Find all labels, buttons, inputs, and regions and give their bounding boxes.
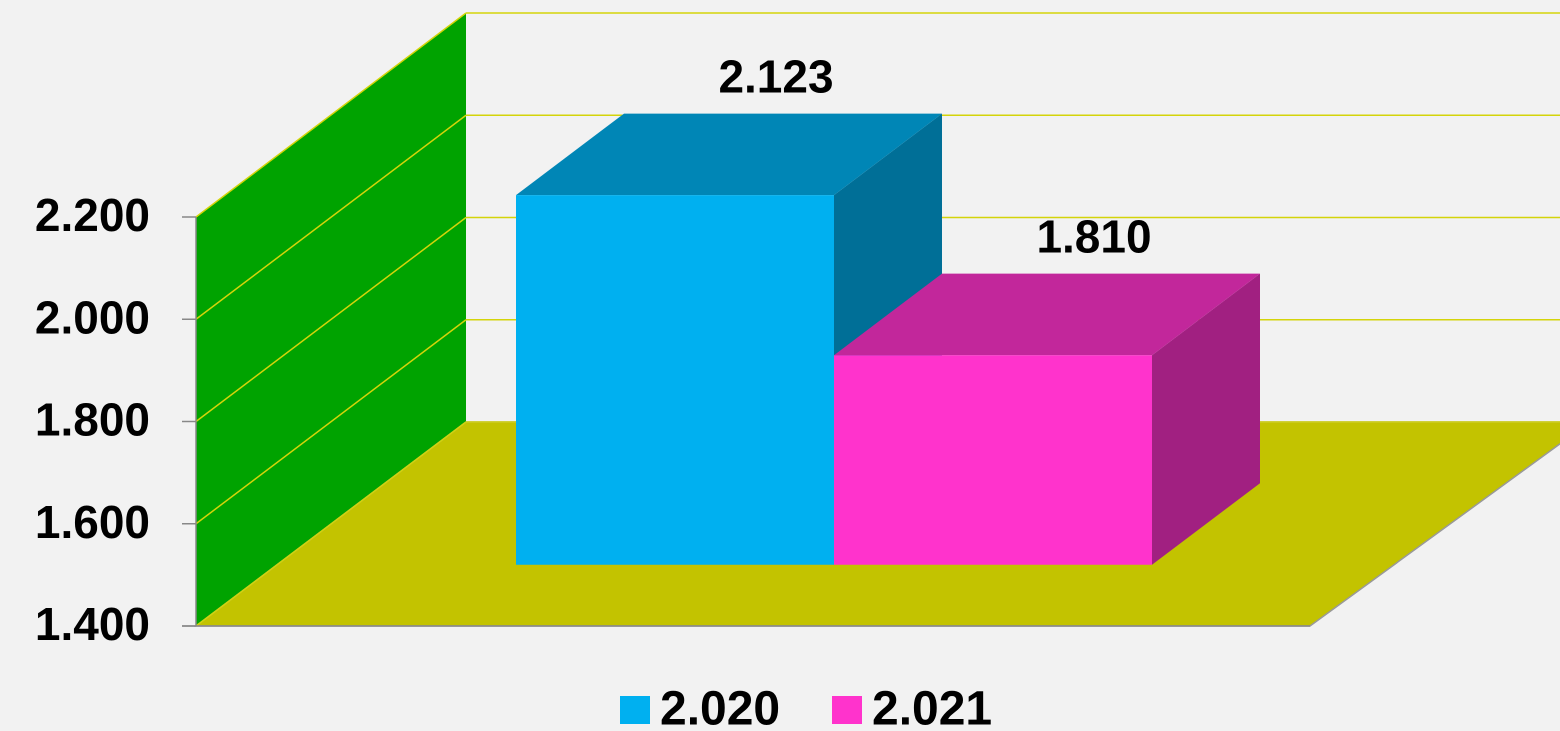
legend-label: 2.020 <box>660 683 780 731</box>
y-tick-label: 2.200 <box>35 189 150 241</box>
grid-line <box>195 319 467 525</box>
bar-top <box>516 113 942 196</box>
data-label: 2.123 <box>718 51 833 103</box>
y-tick-label: 1.800 <box>35 394 150 446</box>
grid-line <box>195 114 467 320</box>
bar-top <box>834 273 1260 356</box>
y-tick-label: 2.000 <box>35 291 150 343</box>
legend-label: 2.021 <box>872 683 992 731</box>
grid-line <box>195 216 467 423</box>
bar <box>834 355 1152 565</box>
data-label: 1.810 <box>1036 211 1151 263</box>
grid-line <box>195 421 467 627</box>
y-tick-label: 1.600 <box>35 496 150 548</box>
y-tick-label: 1.400 <box>35 598 150 650</box>
grid-line <box>195 12 467 218</box>
legend-swatch <box>620 696 650 724</box>
bar <box>516 195 834 565</box>
bar-side <box>1152 273 1260 565</box>
legend-swatch <box>832 696 862 724</box>
